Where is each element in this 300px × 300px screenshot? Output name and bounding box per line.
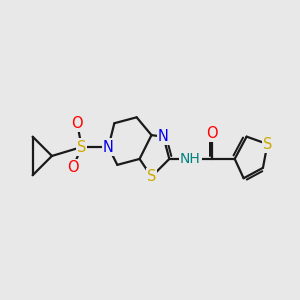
Text: O: O (67, 160, 79, 175)
Text: S: S (263, 136, 272, 152)
Text: S: S (77, 140, 86, 154)
Text: N: N (103, 140, 114, 154)
Text: NH: NH (180, 152, 200, 166)
Text: O: O (71, 116, 83, 131)
Text: O: O (207, 126, 218, 141)
Text: N: N (158, 129, 169, 144)
Text: S: S (147, 169, 156, 184)
